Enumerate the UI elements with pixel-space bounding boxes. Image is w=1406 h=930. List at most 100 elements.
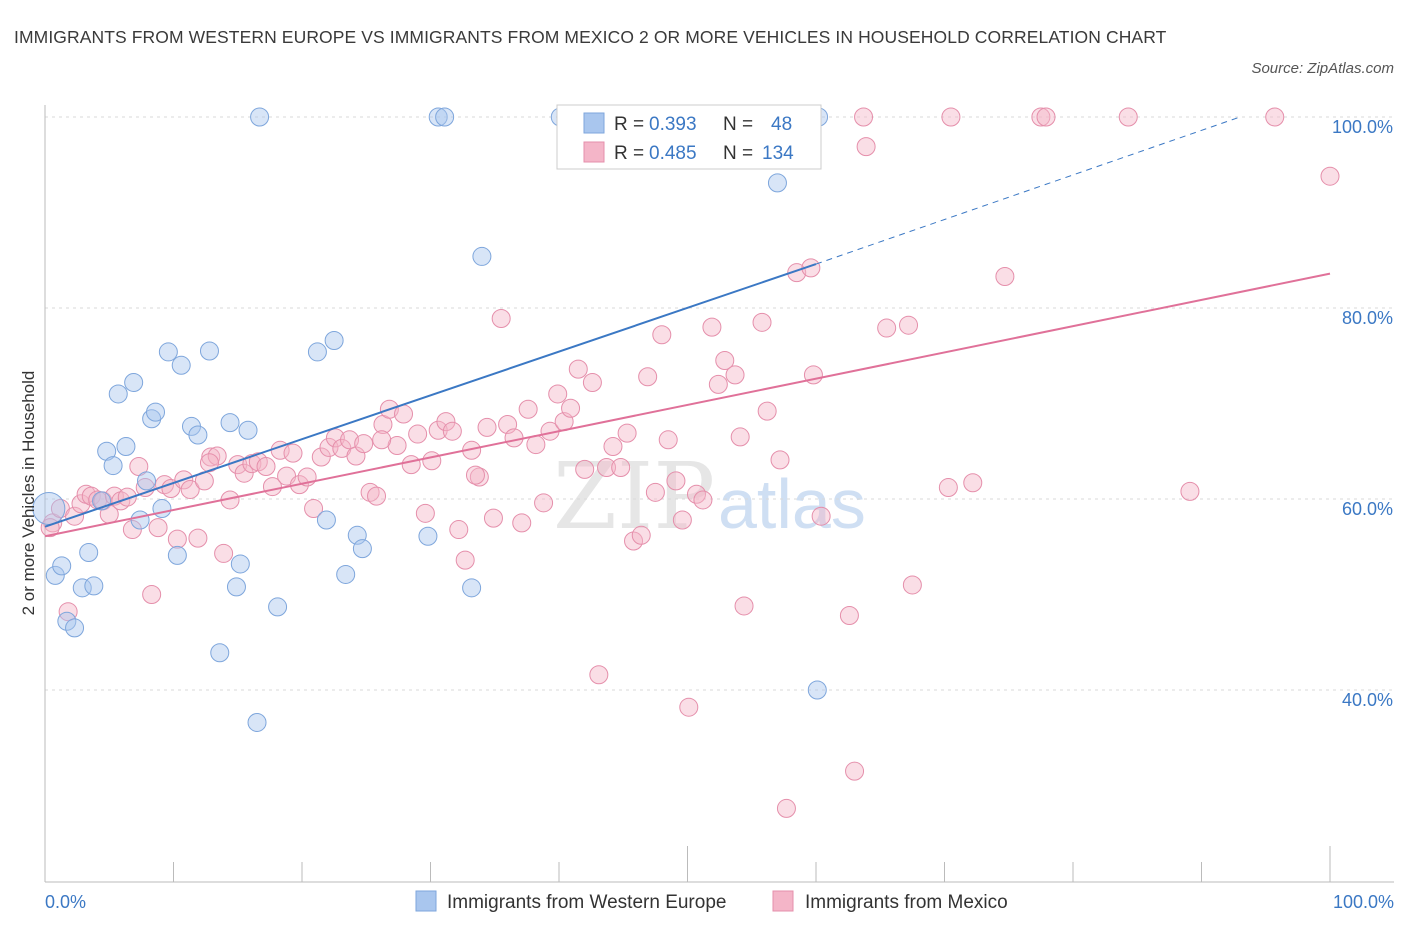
data-point-mexico [752, 312, 772, 332]
data-point-mexico [589, 665, 609, 685]
data-point-mexico [483, 508, 503, 528]
data-point-western-europe [116, 436, 136, 456]
axes [44, 105, 1394, 883]
data-point-western-europe [307, 342, 327, 362]
data-point-western-europe [57, 611, 77, 631]
data-point-mexico [1031, 107, 1051, 127]
data-point-mexico [504, 428, 524, 448]
data-point-mexico [122, 520, 142, 540]
data-point-mexico [995, 266, 1015, 286]
data-point-western-europe [65, 618, 85, 638]
data-point-mexico [1036, 107, 1056, 127]
data-point-mexico [575, 459, 595, 479]
data-point-mexico [534, 493, 554, 513]
data-point-mexico [611, 457, 631, 477]
data-point-mexico [672, 510, 692, 530]
data-point-mexico [367, 486, 387, 506]
bottom-legend-label-blue: Immigrants from Western Europe [447, 892, 726, 913]
data-point-western-europe [336, 564, 356, 584]
data-point-western-europe [462, 578, 482, 598]
data-point-western-europe [146, 402, 166, 422]
legend-r-label-blue: R = [614, 114, 644, 135]
data-point-mexico [325, 428, 345, 448]
data-point-mexico [757, 401, 777, 421]
data-point-western-europe [268, 597, 288, 617]
trend-lines [44, 116, 1331, 538]
bottom-legend-swatch-blue [415, 890, 437, 912]
data-point-mexico [839, 606, 859, 626]
y-tick-labels: 40.0% 60.0% 80.0% 100.0% [1332, 117, 1393, 710]
watermark-atlas: atlas [718, 465, 866, 543]
y-tick-label: 60.0% [1342, 499, 1393, 519]
data-point-mexico [455, 550, 475, 570]
data-point-mexico [548, 384, 568, 404]
data-point-mexico [512, 513, 532, 533]
data-point-mexico [256, 457, 276, 477]
trend-line-mexico [44, 272, 1331, 538]
data-point-mexico [902, 575, 922, 595]
data-point-mexico [582, 372, 602, 392]
y-axis-title: 2 or more Vehicles in Household [19, 371, 38, 616]
data-point-mexico [142, 585, 162, 604]
data-point-mexico [354, 434, 374, 454]
data-point-western-europe [428, 107, 448, 127]
legend-n-value-pink: 134 [762, 143, 794, 164]
data-point-western-europe [171, 355, 191, 375]
legend-r-value-blue: 0.393 [649, 114, 697, 135]
data-point-mexico [188, 528, 208, 548]
data-point-mexico [624, 531, 644, 551]
legend-r-value-pink: 0.485 [649, 143, 697, 164]
data-point-mexico [201, 447, 221, 467]
bottom-legend-swatch-pink [772, 890, 794, 912]
data-point-western-europe [52, 556, 72, 576]
data-point-mexico [617, 423, 637, 443]
data-point-mexico [518, 399, 538, 419]
series-western-europe-points [32, 107, 829, 732]
chart-title: IMMIGRANTS FROM WESTERN EUROPE VS IMMIGR… [14, 27, 1167, 47]
data-point-western-europe [220, 413, 240, 433]
data-point-mexico [693, 490, 713, 510]
data-point-mexico [638, 367, 658, 387]
data-point-western-europe [97, 441, 117, 461]
data-point-mexico [702, 317, 722, 337]
trend-line-western-europe-extension [815, 116, 1241, 265]
data-point-mexico [679, 697, 699, 717]
data-point-western-europe [250, 107, 270, 127]
data-point-mexico [899, 315, 919, 335]
data-point-mexico [770, 450, 790, 470]
data-point-western-europe [124, 372, 144, 392]
data-point-western-europe [45, 565, 65, 585]
data-point-mexico [568, 359, 588, 379]
bottom-legend: Immigrants from Western Europe Immigrant… [415, 890, 1008, 913]
data-point-western-europe [158, 342, 178, 362]
data-point-mexico [877, 318, 897, 338]
data-point-western-europe [167, 545, 187, 565]
data-point-mexico [436, 412, 456, 432]
data-point-western-europe [324, 330, 344, 350]
source-label: Source: ZipAtlas.com [1251, 60, 1394, 77]
data-point-western-europe [226, 577, 246, 597]
data-point-western-europe [247, 712, 267, 732]
series-mexico-points [40, 107, 1340, 818]
data-point-mexico [811, 506, 831, 526]
data-point-mexico [645, 482, 665, 502]
data-point-western-europe [79, 542, 99, 562]
data-point-mexico [776, 798, 796, 818]
data-point-western-europe [130, 510, 150, 530]
data-point-mexico [311, 447, 331, 467]
data-point-mexico [856, 137, 876, 157]
data-point-western-europe [316, 510, 336, 530]
data-point-mexico [117, 487, 137, 507]
data-point-western-europe [767, 173, 787, 193]
x-ticks [173, 846, 1331, 882]
data-point-western-europe [152, 499, 172, 519]
data-point-mexico [304, 499, 324, 519]
data-point-mexico [854, 107, 874, 127]
data-point-mexico [415, 503, 435, 523]
data-point-mexico [631, 525, 651, 545]
data-point-mexico [666, 471, 686, 491]
data-point-western-europe [418, 526, 438, 546]
data-point-western-europe [435, 107, 455, 127]
data-point-western-europe [188, 425, 208, 445]
data-point-mexico [214, 543, 234, 563]
